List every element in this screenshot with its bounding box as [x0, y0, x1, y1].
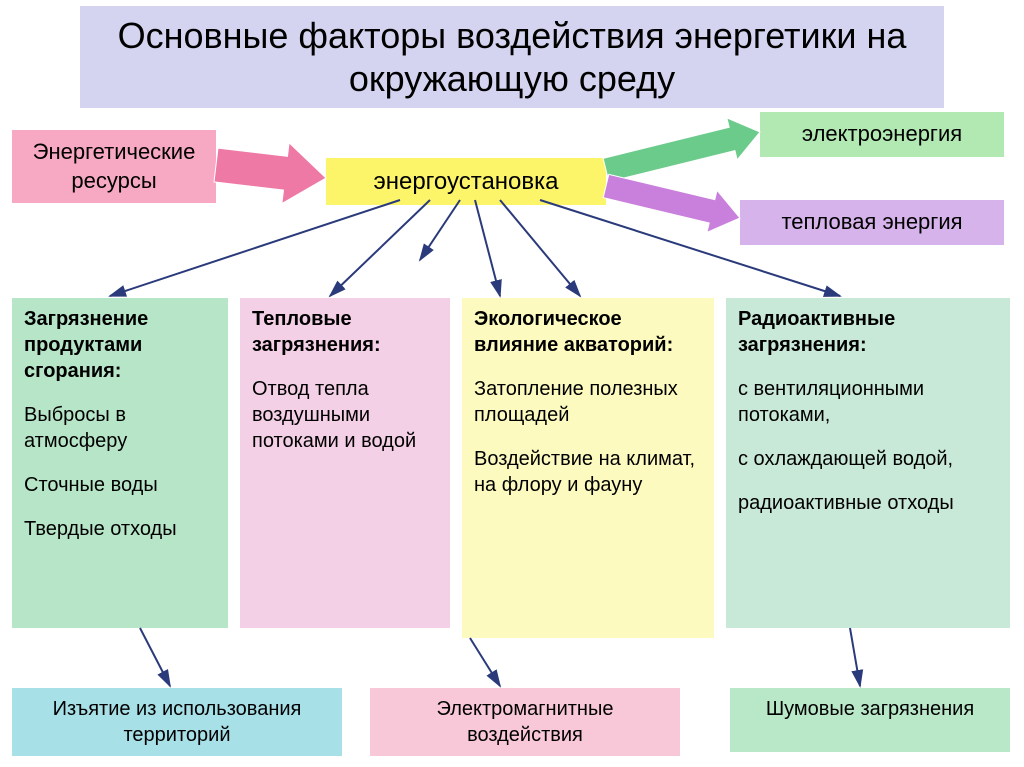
combustion-pollution-box: Загрязнение продуктами сгорания: Выбросы… — [12, 298, 228, 628]
thermal-pollution-box: Тепловые загрязнения: Отвод тепла воздуш… — [240, 298, 450, 628]
col4-body2: с охлаждающей водой, — [738, 446, 998, 472]
col4-head: Радиоактивные загрязнения: — [738, 306, 998, 358]
energy-resources-box: Энергетические ресурсы — [12, 130, 216, 203]
thermal-energy-box: тепловая энергия — [740, 200, 1004, 245]
col1-line1: Выбросы в атмосферу — [24, 402, 216, 454]
col1-line2: Сточные воды — [24, 472, 216, 498]
col2-head: Тепловые загрязнения: — [252, 306, 438, 358]
diagram-title: Основные факторы воздействия энергетики … — [80, 6, 944, 108]
noise-pollution-box: Шумовые загрязнения — [730, 688, 1010, 752]
power-plant-box: энергоустановка — [326, 158, 606, 205]
col2-body: Отвод тепла воздушными потоками и водой — [252, 376, 438, 454]
radioactive-pollution-box: Радиоактивные загрязнения: с вентиляцион… — [726, 298, 1010, 628]
col3-body1: Затопление полезных площадей — [474, 376, 702, 428]
col3-head: Экологическое влияние акваторий: — [474, 306, 702, 358]
col1-line3: Твердые отходы — [24, 516, 216, 542]
territory-withdrawal-box: Изъятие из использования территорий — [12, 688, 342, 756]
col1-head: Загрязнение продуктами сгорания: — [24, 306, 216, 384]
col3-body2: Воздействие на климат, на флору и фауну — [474, 446, 702, 498]
aquatic-impact-box: Экологическое влияние акваторий: Затопле… — [462, 298, 714, 638]
col4-body3: радиоактивные отходы — [738, 490, 998, 516]
electricity-box: электроэнергия — [760, 112, 1004, 157]
col4-body1: с вентиляционными потоками, — [738, 376, 998, 428]
electromagnetic-impact-box: Электромагнитные воздействия — [370, 688, 680, 756]
